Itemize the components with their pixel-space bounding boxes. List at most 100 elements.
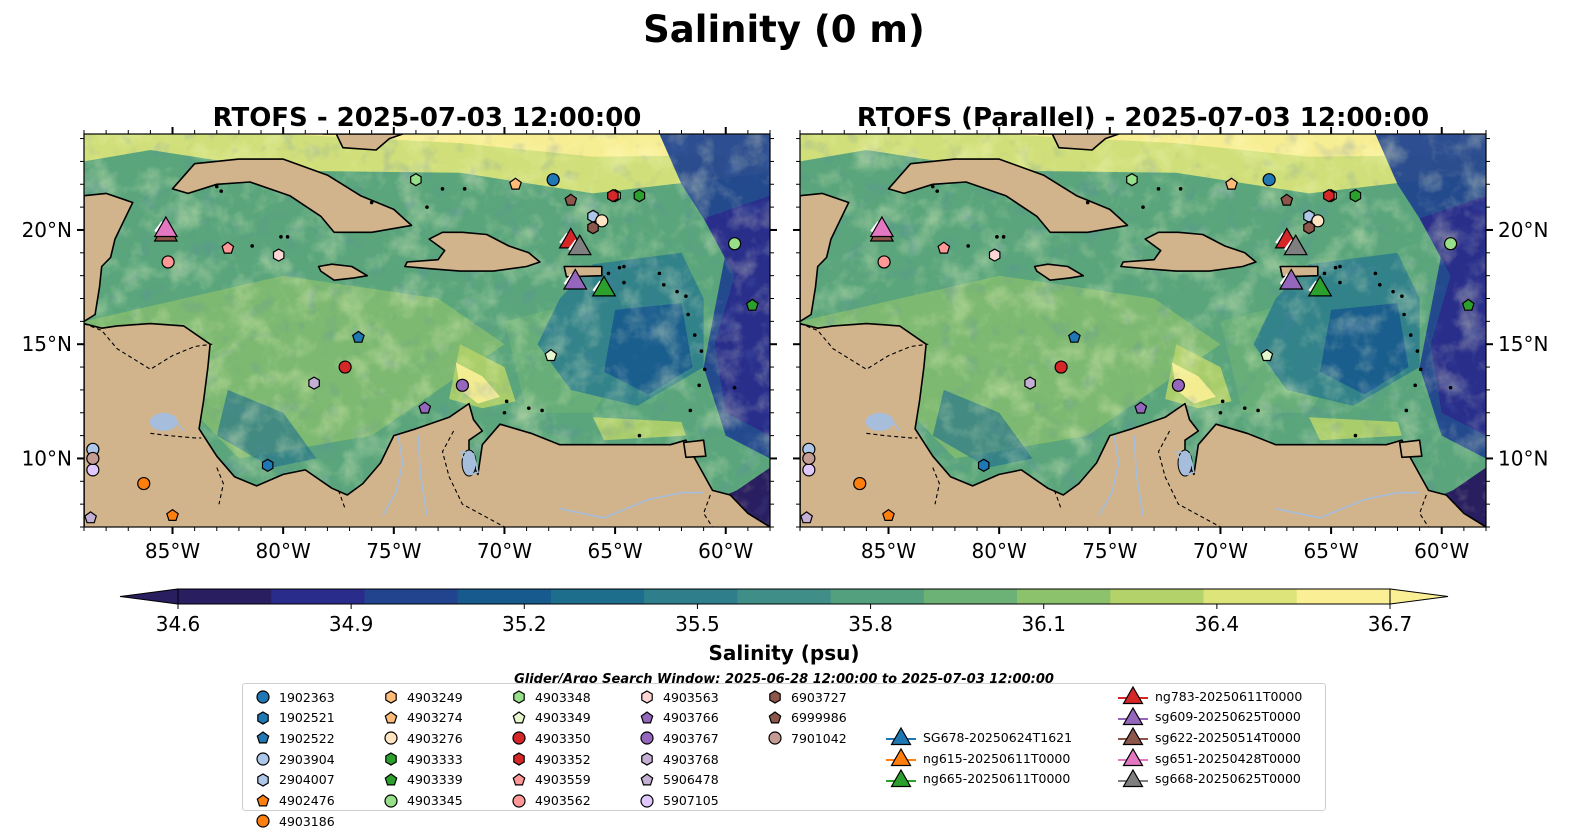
legend-marker-circle (384, 731, 398, 745)
float-marker-4903767 (1171, 378, 1186, 392)
island (697, 383, 701, 388)
legend-symbol (256, 752, 270, 766)
legend-label: 2903904 (279, 751, 335, 767)
float-marker-4903768 (1024, 376, 1036, 390)
country-border (932, 467, 940, 505)
colorbar-segment (550, 589, 645, 604)
lon-tick-label: 60°W (698, 539, 753, 563)
legend-item-4903562: 4903562 (509, 791, 591, 811)
island (1242, 406, 1247, 410)
island (1218, 410, 1223, 415)
float-marker-7901042 (802, 451, 816, 466)
float-marker-4903559 (221, 241, 235, 254)
legend-symbol (256, 793, 270, 806)
legend-marker-glider (886, 747, 916, 767)
legend-marker-glider (886, 727, 916, 746)
legend-label: 4903766 (663, 710, 719, 726)
island (1333, 265, 1338, 270)
island (1415, 349, 1420, 353)
legend-symbol (1122, 768, 1144, 787)
island (699, 349, 704, 353)
island (1448, 385, 1453, 390)
legend-item-4903768: 4903768 (637, 749, 719, 769)
island (732, 385, 737, 390)
country-border (866, 432, 918, 439)
river (417, 435, 428, 516)
island (930, 184, 935, 189)
float-marker-4903348 (410, 173, 422, 187)
island (1322, 271, 1327, 276)
legend-symbol (890, 747, 912, 767)
island (1413, 383, 1417, 388)
river (459, 450, 479, 476)
float-marker-6903727 (1303, 221, 1315, 235)
island (540, 408, 544, 413)
colorbar-tick-label: 34.9 (329, 612, 374, 636)
legend-marker-circle (512, 793, 526, 808)
legend-label: SG678-20250624T1621 (923, 729, 1073, 745)
legend-item-7901042: 7901042 (765, 728, 847, 748)
legend-marker-hexagon (257, 710, 269, 725)
legend-symbol (257, 710, 269, 725)
island (1001, 235, 1006, 239)
land-cuba (171, 158, 413, 234)
island (1141, 205, 1145, 209)
island (1156, 187, 1161, 191)
legend-marker-hexagon (257, 773, 269, 787)
legend-marker-hexagon (385, 752, 397, 766)
land-trinidad (682, 439, 707, 459)
float-marker-4903276 (1311, 214, 1325, 228)
legend-marker-glider (1118, 768, 1148, 787)
island (369, 200, 374, 205)
land-cuba (887, 158, 1129, 234)
island (440, 187, 445, 191)
float-marker-4903563 (988, 248, 1001, 262)
island (995, 235, 999, 239)
legend-item-2903904: 2903904 (253, 749, 335, 769)
legend-marker-circle (640, 731, 654, 745)
island (657, 271, 662, 276)
lon-tick-label: 80°W (972, 539, 1027, 563)
legend-marker-glider (1118, 747, 1148, 767)
island (622, 264, 626, 269)
legend-label: 4903333 (407, 751, 463, 767)
lake (149, 412, 178, 431)
legend-label: 7901042 (791, 730, 847, 746)
legend-symbol (1122, 685, 1144, 705)
legend-symbol (256, 690, 270, 704)
river (559, 491, 704, 519)
float-marker-7901042 (86, 451, 100, 466)
legend-symbol (256, 814, 270, 828)
legend-symbol (1122, 727, 1144, 746)
island (1400, 294, 1404, 299)
island (279, 235, 283, 239)
legend-marker-pentagon (256, 731, 270, 744)
island (966, 244, 970, 248)
legend-marker-pentagon (384, 773, 398, 786)
legend-item-6999986: 6999986 (765, 708, 847, 728)
country-border (216, 467, 224, 505)
float-marker-5906478 (84, 511, 98, 524)
legend-symbol (1122, 706, 1144, 725)
float-marker-4903333 (1349, 189, 1362, 203)
float-marker-1902521 (977, 458, 990, 472)
river (1175, 450, 1195, 476)
float-marker-4902476 (166, 508, 179, 522)
legend-label: sg609-20250625T0000 (1155, 709, 1301, 725)
colorbar-segment (1203, 589, 1298, 604)
legend-label: sg651-20250428T0000 (1155, 750, 1301, 766)
legend-marker-pentagon (512, 710, 526, 724)
legend-marker-hexagon (513, 752, 525, 766)
panel-title: RTOFS (Parallel) - 2025-07-03 12:00:00 (857, 103, 1429, 133)
country-border (1418, 494, 1429, 527)
island (250, 244, 254, 248)
island (1408, 333, 1413, 337)
legend-symbol (641, 752, 653, 766)
salinity-field (84, 134, 770, 527)
legend-marker-glider (886, 768, 916, 787)
legend-symbol (384, 710, 398, 724)
legend-marker-circle (256, 690, 270, 704)
legend-symbol (1122, 747, 1144, 767)
land-bahamas (1038, 134, 1120, 151)
float-marker-4902476 (882, 508, 895, 522)
